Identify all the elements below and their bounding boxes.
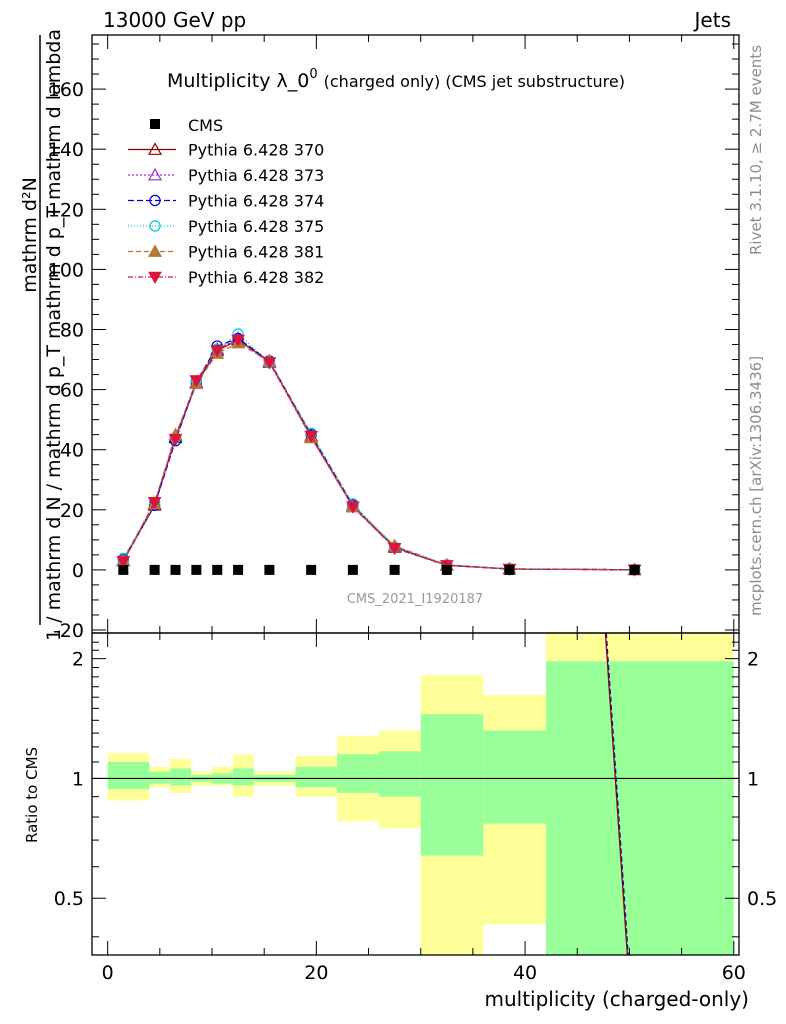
ratio-green-band-8: [295, 766, 338, 788]
cms-point-6: [264, 564, 275, 575]
x-axis-label: multiplicity (charged-only): [484, 987, 749, 1011]
ratio-ylabel: Ratio to CMS: [23, 747, 41, 843]
series-5-point-4: [210, 345, 225, 358]
cms-point-10: [441, 564, 452, 575]
ratio-green-band-1: [138, 761, 150, 790]
main-ytick-label-4: 60: [60, 380, 84, 402]
ratio-uncertainty-bands: [107, 633, 734, 955]
main-ytick-label-5: 80: [60, 319, 84, 341]
ratio-frame: [91, 632, 740, 956]
legend: CMS Pythia 6.428 370 Pythia 6.428 373 Pythi…: [128, 116, 324, 287]
cms-point-4: [212, 564, 223, 575]
mcplots-label: mcplots.cern.ch [arXiv:1306.3436]: [747, 356, 765, 616]
main-ylabel: mathrm d²N 1 / mathrm d N / mathrm d p_T…: [19, 29, 65, 641]
ratio-green-band-13: [545, 661, 734, 955]
rivet-label: Rivet 3.1.10, ≥ 2.7M events: [747, 45, 765, 255]
ratio-ytick-label-2: 2: [72, 649, 84, 671]
cms-point-1: [149, 564, 160, 575]
ratio-green-band-0: [107, 761, 139, 790]
ratio-ytick-label-0: 0.5: [54, 888, 84, 910]
ratio-green-band-10: [378, 751, 421, 797]
cms-point-2: [170, 564, 181, 575]
legend-label-1: Pythia 6.428 373: [188, 166, 324, 185]
ratio-ytick-label-1: 1: [72, 768, 84, 790]
series-5-point-6: [262, 357, 277, 370]
main-ytick-label-8: 140: [48, 139, 84, 161]
plot-title: Multiplicity λ_00 (charged only) (CMS jet…: [167, 67, 625, 92]
series-line-2: [122, 337, 635, 571]
cms-point-9: [389, 564, 400, 575]
main-ytick-label-9: 160: [48, 79, 84, 101]
main-ytick-label-1: 0: [72, 560, 84, 582]
ratio-green-band-12: [483, 730, 546, 824]
legend-label-5: Pythia 6.428 382: [188, 268, 324, 287]
legend-marker-5: [148, 271, 162, 285]
cms-point-7: [306, 564, 317, 575]
ratio-green-band-6: [232, 768, 254, 786]
ratio-xtick-label-3: 60: [722, 962, 746, 984]
main-ytick-label-6: 100: [48, 259, 84, 281]
cms-point-8: [347, 564, 358, 575]
axis-ticks: -20 0 20 40 60 80 100 120 140 160 0 20 40 60 0.5 0.5 1 1 2…: [48, 35, 777, 984]
legend-label-3: Pythia 6.428 375: [188, 217, 324, 236]
ratio-lines: [92, 632, 739, 956]
main-ytick-label-3: 40: [60, 440, 84, 462]
cms-point-3: [191, 564, 202, 575]
ratio-green-band-9: [337, 754, 379, 793]
ratio-ytick-label-r-1: 1: [747, 768, 759, 790]
ratio-mc-line: [604, 632, 628, 956]
legend-marker-cms: [150, 119, 160, 129]
main-plot: [116, 328, 642, 577]
cms-point-11: [504, 564, 515, 575]
analysis-id: CMS_2021_I1920187: [347, 592, 483, 607]
main-ytick-label-0: -20: [53, 620, 84, 642]
legend-marker-1: [147, 167, 163, 181]
main-ylabel-numerator: mathrm d²N: [19, 177, 41, 293]
legend-marker-4: [147, 244, 163, 257]
legend-label-cms: CMS: [188, 116, 223, 135]
cms-point-0: [118, 564, 129, 575]
series-5-point-5: [231, 334, 245, 348]
series-5-point-3: [189, 375, 204, 388]
legend-marker-0: [147, 142, 163, 155]
series-line-3: [122, 333, 635, 571]
legend-label-2: Pythia 6.428 374: [188, 192, 324, 211]
legend-label-0: Pythia 6.428 370: [188, 141, 324, 160]
main-ytick-label-2: 20: [60, 500, 84, 522]
ratio-green-band-3: [170, 768, 192, 786]
series-5-point-0: [116, 556, 131, 569]
header-left: 13000 GeV pp: [103, 8, 246, 32]
ratio-green-band-11: [420, 714, 484, 856]
ratio-xtick-label-1: 20: [304, 962, 328, 984]
series-5-point-7: [304, 430, 318, 444]
ratio-xtick-label-0: 0: [102, 962, 114, 984]
legend-marker-3: [149, 220, 161, 232]
ratio-ytick-label-r-2: 2: [747, 649, 759, 671]
ratio-xtick-label-2: 40: [513, 962, 537, 984]
series-5-point-1: [147, 496, 162, 510]
plot-frames: [91, 34, 740, 956]
series-5-point-8: [346, 501, 360, 514]
legend-label-4: Pythia 6.428 381: [188, 243, 324, 262]
series-5-point-9: [387, 542, 402, 556]
legend-marker-2: [149, 194, 161, 207]
ratio-green-band-2: [149, 771, 171, 784]
main-ytick-label-7: 120: [48, 199, 84, 221]
cms-point-5: [233, 564, 244, 575]
series-line-5: [122, 339, 635, 571]
main-ylabel-denominator: 1 / mathrm d N / mathrm d p_T mathrm d p…: [43, 29, 65, 641]
cms-point-12: [629, 564, 640, 575]
series-5-point-2: [168, 433, 183, 447]
ratio-mc-line-2: [605, 632, 629, 956]
header-right: Jets: [693, 8, 731, 32]
ratio-ytick-label-r-0: 0.5: [747, 888, 777, 910]
series-line-1: [122, 337, 635, 571]
